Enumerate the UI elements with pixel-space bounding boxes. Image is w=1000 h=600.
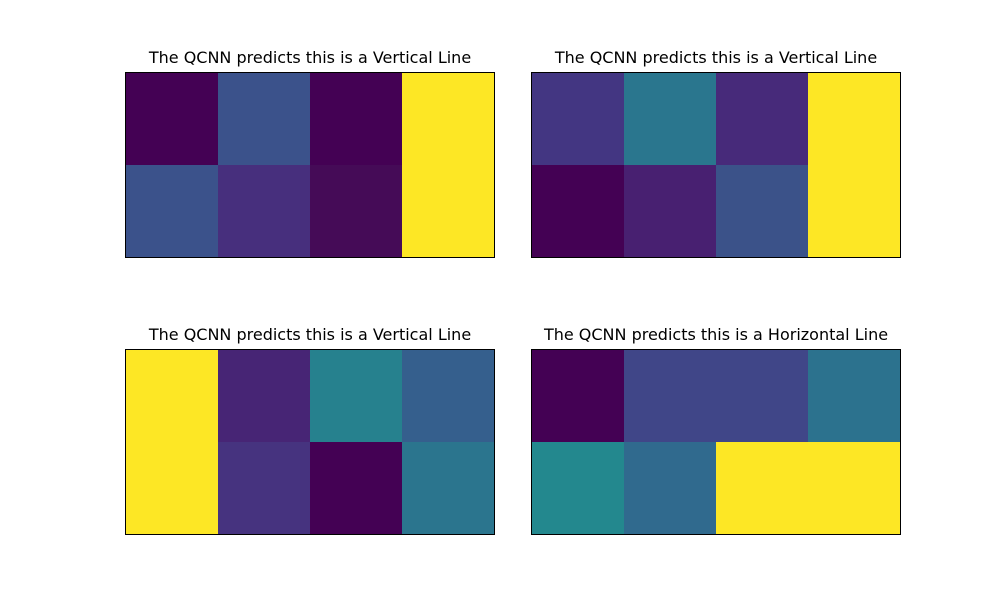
heatmap-cell	[310, 442, 402, 534]
panel-title: The QCNN predicts this is a Vertical Lin…	[148, 325, 472, 344]
heatmap-cell	[310, 165, 402, 257]
heatmap-cell	[624, 442, 716, 534]
heatmap-plot-area	[125, 72, 495, 258]
heatmap-cell	[808, 442, 900, 534]
heatmap-cell	[126, 165, 218, 257]
heatmap-cell	[402, 73, 494, 165]
panel-title: The QCNN predicts this is a Vertical Lin…	[148, 48, 472, 67]
panel-3: The QCNN predicts this is a Vertical Lin…	[125, 322, 495, 535]
panel-title: The QCNN predicts this is a Horizontal L…	[543, 325, 889, 344]
heatmap-cell	[402, 350, 494, 442]
heatmap-cell	[716, 442, 808, 534]
heatmap-cell	[532, 442, 624, 534]
heatmap-cell	[532, 165, 624, 257]
heatmap-cell	[808, 165, 900, 257]
heatmap-cell	[808, 350, 900, 442]
heatmap-cell	[218, 165, 310, 257]
heatmap-cell	[716, 165, 808, 257]
panel-1: The QCNN predicts this is a Vertical Lin…	[125, 45, 495, 258]
panel-4: The QCNN predicts this is a Horizontal L…	[531, 322, 901, 535]
heatmap-cell	[532, 73, 624, 165]
heatmap-plot-area	[531, 72, 901, 258]
heatmap-cell	[402, 165, 494, 257]
heatmap-cell	[716, 73, 808, 165]
heatmap-cell	[624, 165, 716, 257]
heatmap-cell	[532, 350, 624, 442]
heatmap-cell	[402, 442, 494, 534]
heatmap-cell	[808, 73, 900, 165]
heatmap-cell	[310, 73, 402, 165]
heatmap-cell	[716, 350, 808, 442]
heatmap-cell	[126, 350, 218, 442]
heatmap-cell	[624, 350, 716, 442]
heatmap-cell	[218, 442, 310, 534]
heatmap-plot-area	[531, 349, 901, 535]
panel-title: The QCNN predicts this is a Vertical Lin…	[554, 48, 878, 67]
heatmap-cell	[624, 73, 716, 165]
heatmap-plot-area	[125, 349, 495, 535]
heatmap-cell	[218, 350, 310, 442]
heatmap-cell	[310, 350, 402, 442]
heatmap-cell	[218, 73, 310, 165]
heatmap-cell	[126, 442, 218, 534]
heatmap-cell	[126, 73, 218, 165]
panel-2: The QCNN predicts this is a Vertical Lin…	[531, 45, 901, 258]
